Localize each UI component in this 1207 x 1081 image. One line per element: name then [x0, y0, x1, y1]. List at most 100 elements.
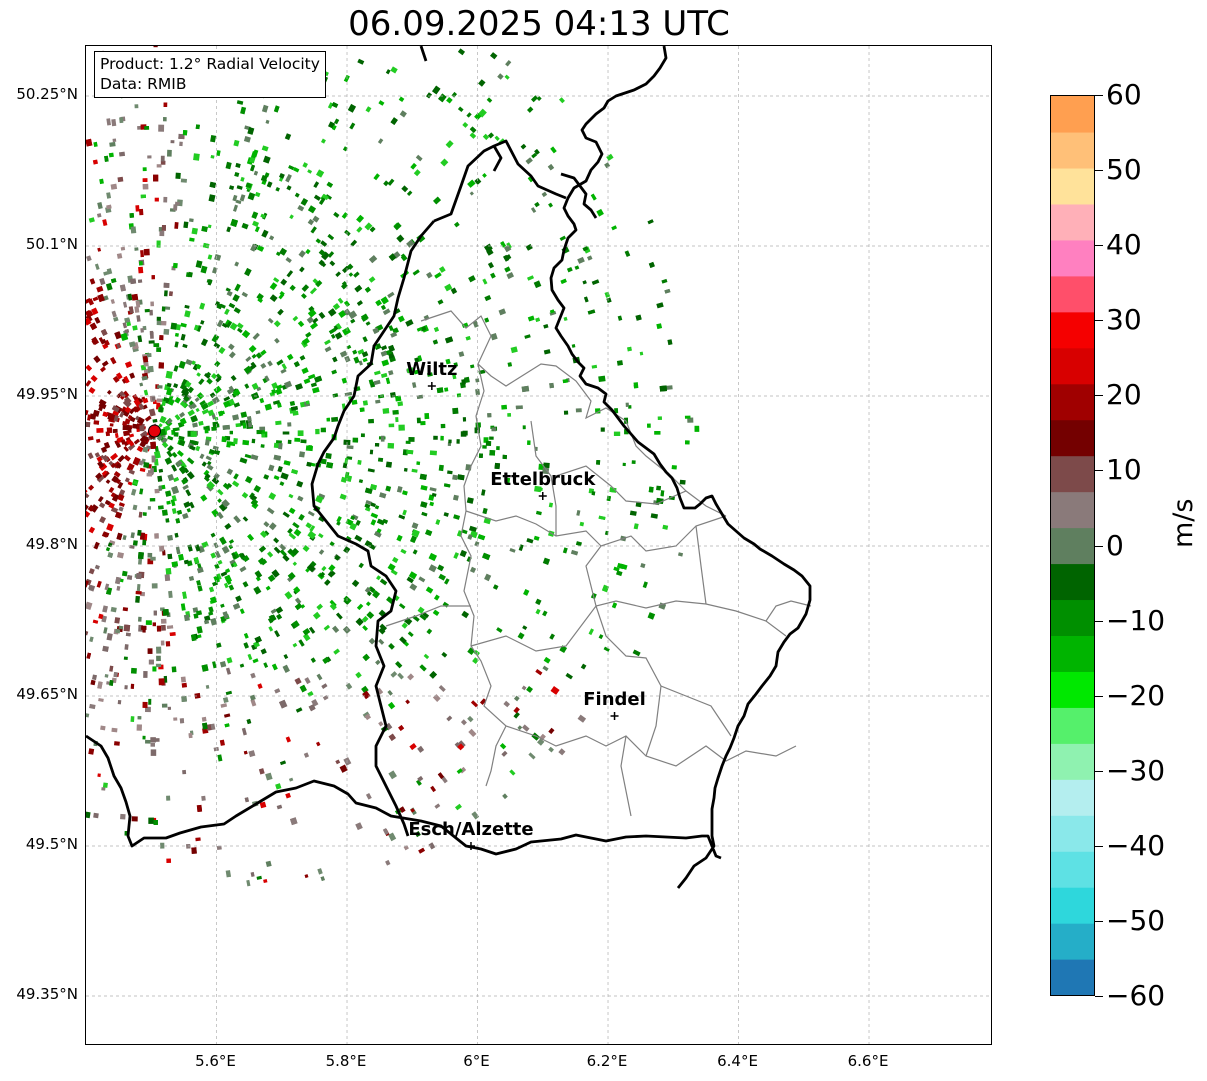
- radar-echo-pixel: [110, 183, 118, 190]
- radar-echo-pixel: [214, 550, 221, 559]
- radar-echo-pixel: [461, 379, 466, 385]
- radar-echo-pixel: [179, 417, 187, 425]
- radar-echo-pixel: [474, 177, 482, 185]
- radar-echo-pixel: [130, 532, 135, 539]
- radar-echo-pixel: [96, 428, 104, 433]
- radar-echo-pixel: [158, 485, 163, 491]
- radar-echo-pixel: [139, 382, 144, 387]
- radar-echo-pixel: [140, 327, 144, 333]
- radar-echo-pixel: [329, 260, 336, 267]
- radar-echo-pixel: [279, 543, 287, 551]
- radar-echo-pixel: [159, 428, 167, 436]
- radar-echo-pixel: [203, 372, 211, 379]
- radar-echo-pixel: [292, 642, 298, 648]
- radar-echo-pixel: [250, 494, 258, 502]
- radar-echo-pixel: [86, 317, 92, 326]
- radar-echo-pixel: [147, 365, 154, 373]
- radar-echo-pixel: [167, 553, 173, 560]
- radar-echo-pixel: [379, 492, 387, 499]
- radar-echo-pixel: [191, 440, 199, 446]
- radar-echo-pixel: [395, 395, 402, 402]
- radar-echo-pixel: [111, 727, 118, 733]
- radar-echo-pixel: [662, 524, 669, 530]
- radar-echo-pixel: [336, 521, 341, 526]
- radar-echo-pixel: [285, 792, 291, 799]
- radar-echo-pixel: [377, 138, 384, 144]
- radar-echo-pixel: [664, 288, 671, 294]
- radar-echo-pixel: [128, 433, 135, 438]
- radar-echo-pixel: [89, 703, 96, 710]
- radar-echo-pixel: [86, 421, 91, 428]
- radar-echo-pixel: [211, 477, 220, 485]
- radar-echo-pixel: [366, 611, 375, 620]
- radar-echo-pixel: [158, 406, 164, 413]
- radar-echo-pixel: [114, 617, 121, 624]
- radar-echo-pixel: [282, 511, 290, 518]
- radar-echo-pixel: [280, 368, 287, 374]
- radar-echo-pixel: [549, 633, 555, 640]
- radar-echo-pixel: [339, 350, 348, 358]
- radar-echo-pixel: [317, 533, 324, 539]
- radar-echo-pixel: [95, 438, 101, 443]
- radar-echo-pixel: [457, 474, 465, 481]
- radar-echo-pixel: [193, 556, 200, 564]
- radar-echo-pixel: [534, 149, 540, 155]
- radar-echo-pixel: [115, 628, 121, 634]
- radar-echo-pixel: [494, 135, 500, 141]
- radar-echo-pixel: [530, 95, 539, 103]
- radar-echo-pixel: [146, 353, 152, 358]
- radar-echo-pixel: [124, 477, 130, 483]
- radar-echo-pixel: [434, 272, 442, 279]
- radar-echo-pixel: [297, 204, 305, 212]
- radar-echo-pixel: [600, 427, 605, 432]
- radar-echo-pixel: [258, 545, 267, 553]
- radar-echo-pixel: [220, 703, 228, 708]
- radar-echo-pixel: [316, 603, 323, 610]
- radar-echo-pixel: [456, 393, 462, 398]
- radar-echo-pixel: [416, 327, 423, 332]
- radar-echo-pixel: [261, 104, 269, 113]
- radar-echo-pixel: [158, 678, 165, 686]
- radar-echo-pixel: [173, 204, 178, 211]
- radar-echo-pixel: [140, 250, 144, 258]
- radar-echo-pixel: [387, 701, 396, 710]
- radar-echo-pixel: [252, 220, 260, 227]
- radar-echo-pixel: [462, 121, 469, 128]
- radar-echo-pixel: [369, 226, 376, 233]
- radar-echo-pixel: [320, 240, 328, 247]
- radar-echo-pixel: [180, 322, 187, 328]
- radar-echo-pixel: [283, 460, 291, 466]
- radar-echo-pixel: [447, 442, 451, 447]
- radar-echo-pixel: [475, 378, 480, 383]
- radar-echo-pixel: [331, 369, 338, 375]
- radar-echo-pixel: [580, 663, 587, 670]
- radar-echo-pixel: [259, 426, 266, 431]
- radar-echo-pixel: [122, 322, 127, 329]
- radar-echo-pixel: [543, 323, 549, 329]
- radar-echo-pixel: [431, 492, 437, 497]
- radar-echo-pixel: [377, 457, 384, 462]
- radar-echo-pixel: [303, 752, 310, 758]
- radar-echo-pixel: [124, 685, 128, 690]
- radar-echo-pixel: [307, 691, 314, 697]
- radar-echo-pixel: [208, 606, 214, 613]
- radar-echo-pixel: [412, 269, 420, 276]
- radar-site-marker: [148, 424, 162, 438]
- radar-echo-pixel: [294, 437, 301, 442]
- radar-map[interactable]: Wiltz Ettelbruck Findel Esch/Alzette: [85, 45, 992, 1045]
- radar-echo-pixel: [329, 603, 337, 611]
- radar-echo-pixel: [416, 417, 421, 424]
- radar-echo-pixel: [375, 299, 382, 307]
- radar-echo-pixel: [90, 679, 96, 686]
- radar-echo-pixel: [346, 445, 354, 450]
- radar-echo-pixel: [287, 439, 292, 445]
- radar-echo-pixel: [123, 656, 128, 660]
- radar-echo-pixel: [543, 656, 551, 664]
- radar-echo-pixel: [143, 389, 149, 396]
- radar-echo-pixel: [232, 388, 241, 397]
- radar-echo-pixel: [358, 479, 364, 484]
- radar-echo-pixel: [347, 103, 357, 113]
- colorbar-segment: [1051, 563, 1094, 601]
- radar-echo-pixel: [170, 499, 176, 507]
- radar-echo-pixel: [302, 628, 311, 636]
